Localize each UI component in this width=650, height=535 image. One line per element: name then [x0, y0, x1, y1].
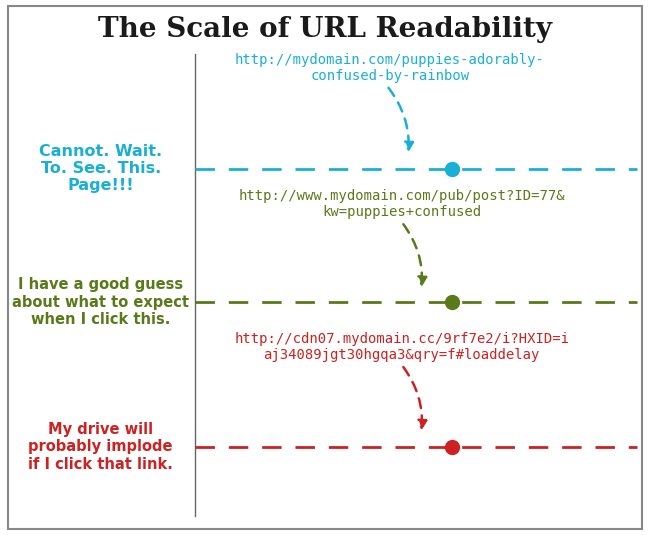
Point	[447, 298, 457, 307]
Point	[447, 164, 457, 173]
Text: Cannot. Wait.
To. See. This.
Page!!!: Cannot. Wait. To. See. This. Page!!!	[39, 143, 162, 194]
Text: http://www.mydomain.com/pub/post?ID=77&
kw=puppies+confused: http://www.mydomain.com/pub/post?ID=77& …	[239, 189, 565, 219]
Text: I have a good guess
about what to expect
when I click this.: I have a good guess about what to expect…	[12, 277, 189, 327]
Text: My drive will
probably implode
if I click that link.: My drive will probably implode if I clic…	[29, 422, 173, 472]
Point	[447, 442, 457, 451]
Text: http://mydomain.com/puppies-adorably-
confused-by-rainbow: http://mydomain.com/puppies-adorably- co…	[235, 53, 545, 83]
Text: The Scale of URL Readability: The Scale of URL Readability	[98, 16, 552, 43]
Text: http://cdn07.mydomain.cc/9rf7e2/i?HXID=i
aj34089jgt30hgqa3&qry=f#loaddelay: http://cdn07.mydomain.cc/9rf7e2/i?HXID=i…	[234, 332, 569, 362]
